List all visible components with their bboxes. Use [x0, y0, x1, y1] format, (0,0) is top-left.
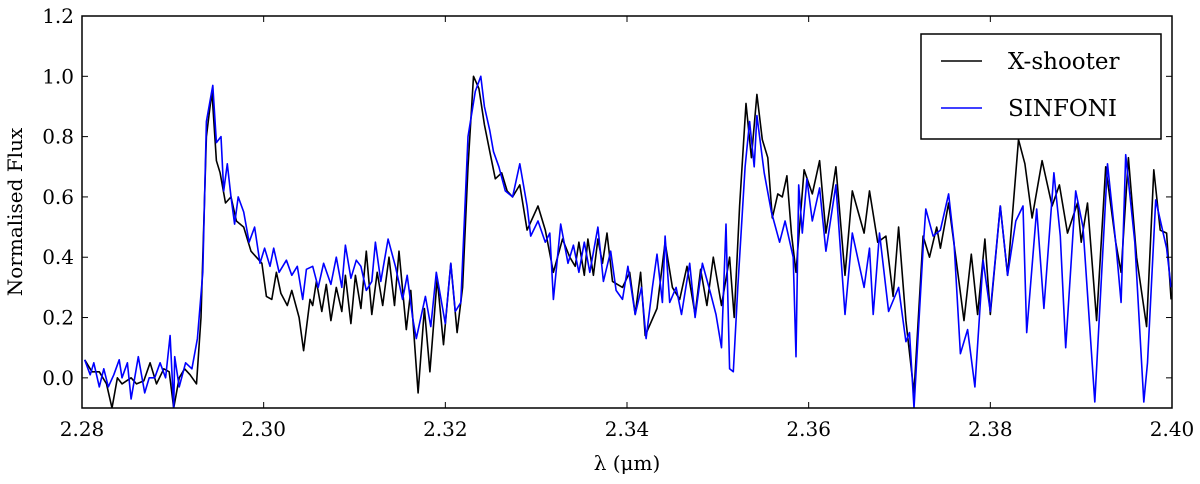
y-tick-label: 0.0 [42, 366, 74, 390]
y-axis-label: Normalised Flux [3, 127, 27, 296]
series-layer [83, 75, 1172, 408]
series-line-sinfoni [83, 75, 1172, 408]
x-tick-label: 2.32 [423, 417, 468, 441]
y-tick-label: 1.2 [42, 4, 74, 28]
x-tick-label: 2.34 [605, 417, 650, 441]
y-tick-label: 0.4 [42, 245, 74, 269]
legend: X-shooter SINFONI [920, 33, 1162, 140]
x-tick-label: 2.38 [968, 417, 1013, 441]
legend-label-xshooter: X-shooter [1008, 49, 1120, 75]
legend-label-sinfoni: SINFONI [1008, 96, 1117, 122]
x-tick-label: 2.40 [1150, 417, 1195, 441]
x-tick-label: 2.36 [786, 417, 831, 441]
y-tick-label: 1.0 [42, 64, 74, 88]
x-tick-label: 2.28 [60, 417, 105, 441]
x-axis-label: λ (μm) [594, 451, 661, 475]
y-tick-label: 0.2 [42, 306, 74, 330]
x-tick-label: 2.30 [241, 417, 286, 441]
axis-ticks: 2.28 2.30 2.32 2.34 2.36 2.38 2.40 0.0 0.2 0.4 0.6… [42, 4, 1194, 441]
legend-box [920, 33, 1162, 140]
y-tick-label: 0.6 [42, 185, 74, 209]
y-tick-label: 0.8 [42, 125, 74, 149]
